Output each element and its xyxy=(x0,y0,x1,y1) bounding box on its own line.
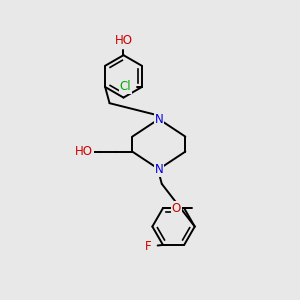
Text: N: N xyxy=(154,163,163,176)
Text: F: F xyxy=(145,240,152,253)
Text: N: N xyxy=(154,112,163,126)
Text: HO: HO xyxy=(75,145,93,158)
Text: HO: HO xyxy=(115,34,133,47)
Text: O: O xyxy=(172,202,181,215)
Text: Cl: Cl xyxy=(120,80,131,94)
